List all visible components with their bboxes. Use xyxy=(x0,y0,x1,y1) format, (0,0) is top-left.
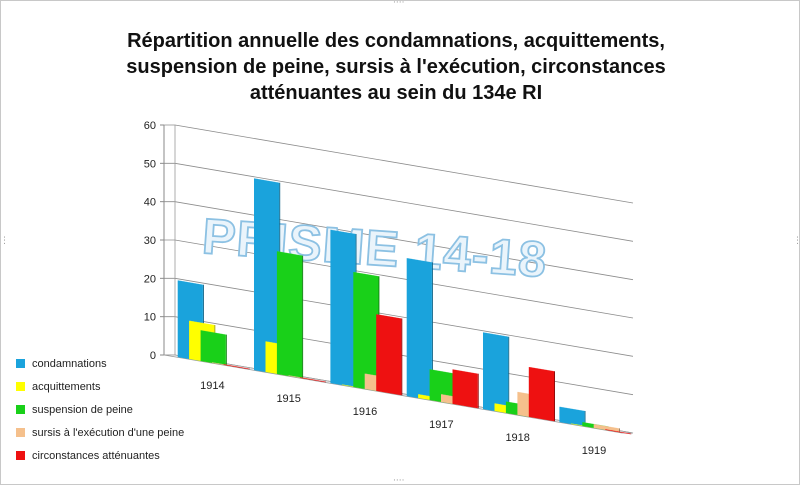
category-label-1918: 1918 xyxy=(505,432,529,444)
bar-front xyxy=(559,406,585,427)
resize-handle-left[interactable]: ⋮ xyxy=(0,236,9,246)
bar-front xyxy=(528,367,554,422)
bar-front xyxy=(299,377,325,383)
bar-top xyxy=(406,258,433,263)
bar-front xyxy=(330,229,356,388)
y-tick-label-30: 30 xyxy=(144,235,156,247)
legend-swatch-0 xyxy=(16,359,25,368)
legend-label-1: acquittements xyxy=(32,381,101,393)
legend-swatch-4 xyxy=(16,451,25,460)
bar-front xyxy=(254,178,280,375)
bar-front xyxy=(593,424,619,433)
bar-1917-4 xyxy=(452,369,479,409)
bar-side xyxy=(630,433,632,435)
bar-1919-4 xyxy=(605,429,632,435)
bar-top xyxy=(276,251,304,256)
bar-front xyxy=(605,429,631,435)
bar-1916-2 xyxy=(353,272,380,392)
chart-title-line-1: Répartition annuelle des condamnations, … xyxy=(127,30,665,52)
bar-side xyxy=(401,318,403,396)
bar-top xyxy=(528,367,555,372)
resize-handle-right[interactable]: ⋮ xyxy=(793,236,800,246)
bar-top xyxy=(200,330,227,335)
bar-side xyxy=(508,336,510,414)
chart-title-line-3: atténuantes au sein du 134e RI xyxy=(250,82,542,104)
bar-1916-0 xyxy=(330,229,357,388)
bar-top xyxy=(330,229,357,234)
bar-top xyxy=(605,429,632,434)
chart-bars xyxy=(177,178,632,435)
bar-side xyxy=(225,334,227,366)
resize-handle-bottom[interactable]: ···· xyxy=(393,476,405,486)
bar-top xyxy=(254,178,281,183)
bar-top xyxy=(429,369,456,374)
bar-top xyxy=(376,314,403,319)
bar-front xyxy=(200,330,226,366)
bar-side xyxy=(618,428,620,433)
bar-front xyxy=(452,369,478,409)
bar-front xyxy=(223,364,249,370)
bar-top xyxy=(452,369,479,374)
y-tick-label-40: 40 xyxy=(144,197,156,209)
bar-front xyxy=(276,251,303,379)
bar-1915-4 xyxy=(299,377,326,383)
bar-front xyxy=(353,272,379,392)
category-label-1917: 1917 xyxy=(429,419,453,431)
y-tick-label-50: 50 xyxy=(144,158,156,170)
bar-top xyxy=(593,424,620,429)
bar-side xyxy=(248,368,250,370)
y-axis: 0 10 20 30 40 50 60 xyxy=(144,120,164,362)
chart-title: Répartition annuelle des condamnations, … xyxy=(126,30,665,104)
bar-top xyxy=(353,272,380,277)
bar-1916-4 xyxy=(376,314,403,396)
x-axis: 1914 1915 1916 1917 1918 1919 xyxy=(200,380,606,457)
gridline-60 xyxy=(164,124,634,204)
legend-swatch-3 xyxy=(16,428,25,437)
bar-side xyxy=(431,262,433,401)
chart-title-line-2: suspension de peine, sursis à l'exécutio… xyxy=(126,56,665,78)
bar-front xyxy=(376,314,402,396)
bar-top xyxy=(299,377,326,382)
legend-label-0: condamnations xyxy=(32,358,107,370)
category-label-1916: 1916 xyxy=(353,406,377,418)
y-tick-label-20: 20 xyxy=(144,273,156,285)
bar-1919-0 xyxy=(559,406,586,427)
legend-swatch-1 xyxy=(16,382,25,391)
bar-top xyxy=(177,280,204,285)
bar-front xyxy=(406,258,432,401)
legend: condamnations acquittements suspension de … xyxy=(16,358,184,462)
legend-label-4: circonstances atténuantes xyxy=(32,450,160,462)
bar-1914-4 xyxy=(223,364,250,370)
y-tick-label-60: 60 xyxy=(144,120,156,132)
bar-1918-4 xyxy=(528,367,555,422)
category-label-1914: 1914 xyxy=(200,380,224,392)
bar-1919-3 xyxy=(593,424,620,433)
bar-1918-0 xyxy=(483,332,510,414)
resize-handle-top[interactable]: ···· xyxy=(393,0,405,8)
bar-1917-0 xyxy=(406,258,433,401)
bar-side xyxy=(325,381,326,383)
bar-1915-2 xyxy=(276,251,304,379)
y-tick-label-0: 0 xyxy=(150,350,156,362)
bar-top xyxy=(189,320,216,325)
category-label-1915: 1915 xyxy=(276,393,300,405)
bar-front xyxy=(483,332,509,414)
bar-top xyxy=(223,364,250,369)
bar-1914-2 xyxy=(200,330,227,366)
bar-side xyxy=(302,255,304,379)
legend-label-3: sursis à l'exécution d'une peine xyxy=(32,427,184,439)
bar-side xyxy=(554,371,555,422)
legend-swatch-2 xyxy=(16,405,25,414)
bar-top xyxy=(559,406,586,411)
category-label-1919: 1919 xyxy=(582,445,606,457)
bar-side xyxy=(477,373,479,409)
legend-label-2: suspension de peine xyxy=(32,404,133,416)
y-tick-label-10: 10 xyxy=(144,312,156,324)
bar-top xyxy=(483,332,510,337)
